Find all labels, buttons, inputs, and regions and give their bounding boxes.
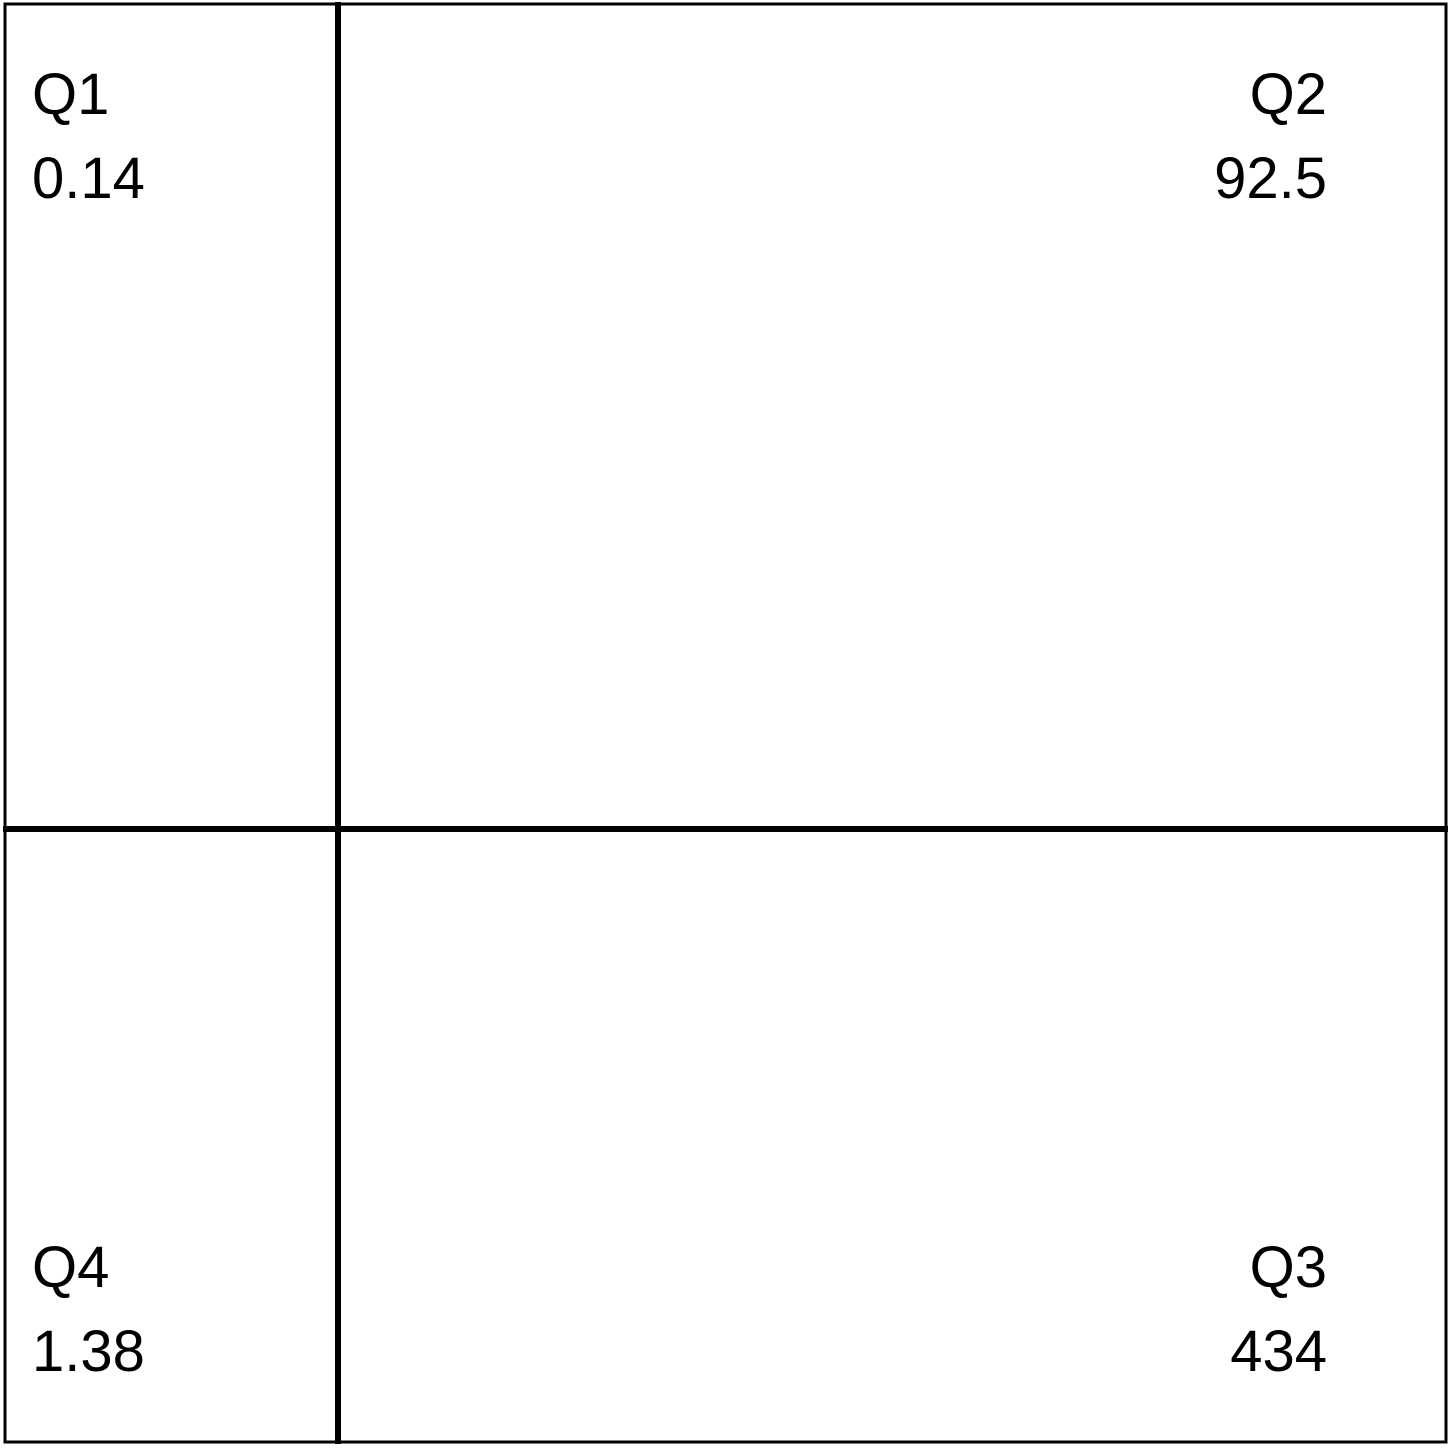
density-cloud [306,592,736,1125]
q3-name: Q3 [1250,1235,1327,1300]
density-level-9 [520,915,593,998]
plot-border [3,2,1448,1444]
plot-background [5,4,1446,1442]
q1-name: Q1 [32,62,109,127]
q3-value: 434 [1230,1319,1327,1384]
q2-name: Q2 [1250,62,1327,127]
q2-value: 92.5 [1214,146,1327,211]
q4-name: Q4 [32,1235,109,1300]
q4-value: 1.38 [32,1319,145,1384]
q1-value: 0.14 [32,146,145,211]
